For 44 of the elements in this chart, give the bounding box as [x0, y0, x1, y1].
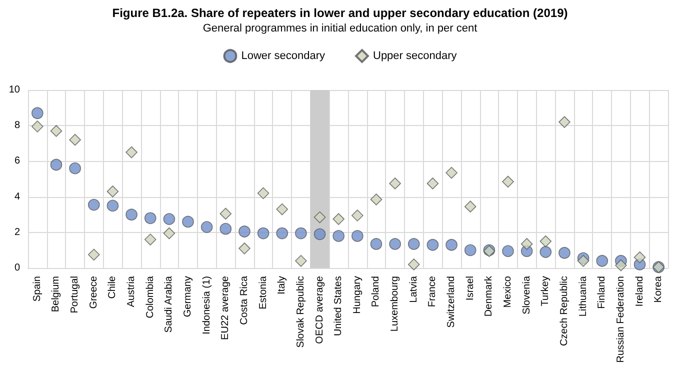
x-tick-label: Costa Rica: [238, 276, 250, 325]
x-tick-label: Israel: [464, 276, 476, 300]
x-tick-label: Hungary: [352, 276, 363, 314]
legend-label: Upper secondary: [373, 50, 458, 62]
y-tick-label: 0: [14, 262, 20, 274]
x-tick-label: Spain: [32, 276, 43, 302]
x-tick-label: Switzerland: [446, 276, 458, 328]
x-tick-label: Austria: [126, 276, 138, 308]
x-tick-label: Turkey: [540, 276, 552, 306]
x-tick-label: Korea: [653, 276, 664, 303]
x-tick-label: Germany: [182, 276, 194, 318]
x-tick-label: Chile: [107, 276, 118, 299]
x-tick-label: Estonia: [258, 276, 269, 310]
x-tick-label: Mexico: [502, 276, 514, 308]
x-tick-label: Portugal: [70, 276, 81, 314]
y-tick-label: 10: [8, 84, 20, 96]
x-tick-label: Poland: [370, 276, 382, 308]
x-tick-label: Russian Federation: [615, 276, 626, 363]
x-tick-label: Slovenia: [521, 276, 532, 314]
x-tick-label: Colombia: [144, 276, 156, 318]
x-tick-label: France: [427, 276, 438, 308]
x-tick-label: Luxembourg: [390, 276, 401, 332]
y-tick-label: 8: [14, 120, 20, 132]
y-tick-label: 6: [14, 156, 20, 167]
x-tick-label: Czech Republic: [558, 276, 570, 346]
chart-subtitle: General programmes in initial education only, in per cent: [202, 22, 478, 34]
x-tick-label: Indonesia (1): [201, 276, 212, 334]
x-tick-label: Slovak Republic: [295, 276, 306, 348]
legend-label: Lower secondary: [241, 50, 326, 62]
chart-title: Figure B1.2a. Share of repeaters in lower and upper secondary education (2019): [112, 6, 568, 20]
x-tick-label: EU22 average: [220, 276, 232, 340]
x-tick-label: Greece: [88, 276, 100, 309]
x-tick-label: OECD average: [314, 276, 326, 344]
x-tick-label: Saudi Arabia: [164, 276, 175, 333]
x-tick-label: Belgium: [50, 276, 62, 312]
x-tick-label: Ireland: [634, 276, 646, 307]
y-tick-label: 4: [14, 191, 20, 202]
y-tick-label: 2: [14, 226, 20, 238]
x-tick-label: Finland: [596, 276, 608, 309]
x-tick-label: Lithuania: [578, 276, 589, 317]
x-tick-label: Latvia: [408, 276, 420, 303]
x-tick-label: Italy: [276, 276, 288, 294]
x-tick-label: United States: [333, 276, 344, 336]
x-tick-label: Denmark: [484, 275, 495, 317]
